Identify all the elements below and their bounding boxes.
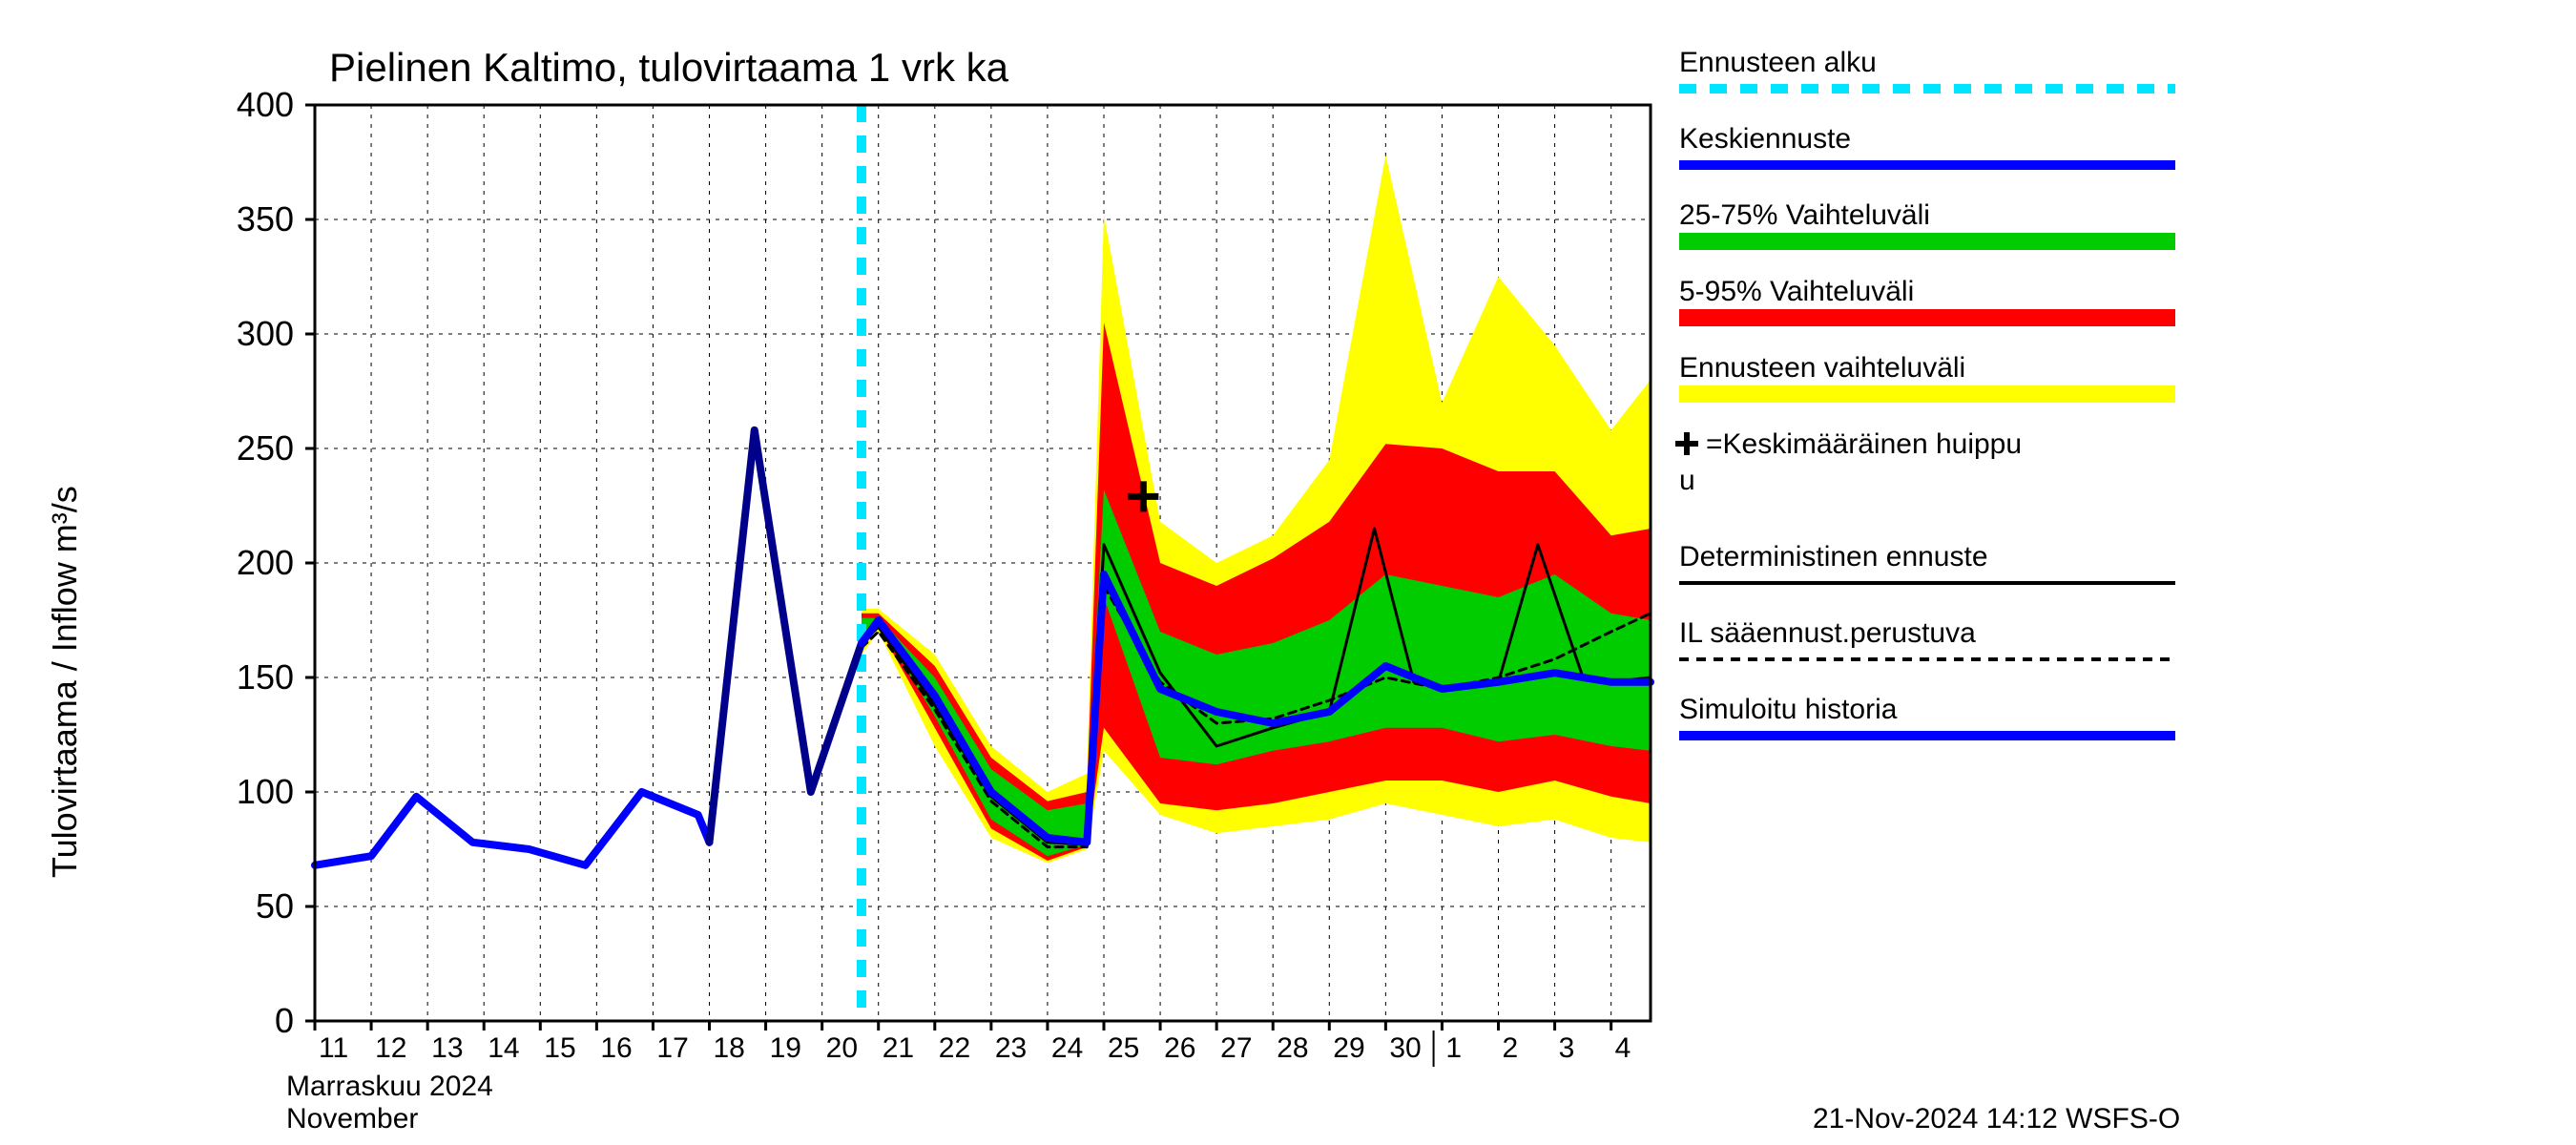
y-axis-label: Tulovirtaama / Inflow m³/s [45,486,84,878]
y-tick-label: 100 [237,772,294,811]
x-tick-label: 30 [1389,1032,1421,1064]
legend-swatch [1679,385,2175,403]
y-tick-label: 200 [237,543,294,582]
footer-timestamp: 21-Nov-2024 14:12 WSFS-O [1813,1103,2180,1135]
x-tick-label: 24 [1051,1032,1083,1064]
legend-label: Ennusteen alku [1679,47,1877,78]
x-tick-label: 21 [883,1032,914,1064]
y-tick-label: 400 [237,85,294,124]
y-tick-label: 50 [256,886,294,926]
chart-svg: Pielinen Kaltimo, tulovirtaama 1 vrk ka … [0,0,2576,1145]
x-tick-label: 14 [488,1032,519,1064]
y-tick-label: 150 [237,657,294,697]
x-tick-label: 27 [1220,1032,1252,1064]
legend-swatch [1679,233,2175,250]
x-tick-label: 18 [714,1032,745,1064]
x-tick-label: 13 [431,1032,463,1064]
month-label-en: November [286,1103,418,1135]
x-tick-label: 17 [656,1032,688,1064]
y-tick-label: 250 [237,428,294,468]
x-tick-label: 25 [1108,1032,1139,1064]
x-tick-label: 1 [1445,1032,1462,1064]
legend-label: 5-95% Vaihteluväli [1679,276,1914,307]
x-tick-label: 20 [826,1032,858,1064]
legend-label: Ennusteen vaihteluväli [1679,352,1965,384]
x-tick-label: 22 [939,1032,970,1064]
x-tick-label: 26 [1164,1032,1195,1064]
legend-label: =Keskimääräinen huippu [1706,428,2022,460]
x-tick-label: 16 [600,1032,632,1064]
legend-label: Keskiennuste [1679,123,1851,155]
x-tick-label: 28 [1277,1032,1308,1064]
legend-label-cont: u [1679,465,1695,496]
y-tick-label: 350 [237,199,294,239]
y-tick-label: 300 [237,314,294,353]
x-tick-label: 11 [319,1032,348,1064]
chart-title: Pielinen Kaltimo, tulovirtaama 1 vrk ka [329,45,1009,90]
month-label-fi: Marraskuu 2024 [286,1071,493,1102]
legend-label: IL sääennust.perustuva [1679,617,1976,649]
x-tick-label: 15 [544,1032,575,1064]
x-tick-label: 23 [995,1032,1027,1064]
legend-swatch [1679,309,2175,326]
x-tick-label: 19 [770,1032,801,1064]
legend-label: Deterministinen ennuste [1679,541,1988,572]
x-tick-label: 3 [1559,1032,1575,1064]
y-tick-label: 0 [275,1001,294,1040]
x-tick-label: 12 [375,1032,406,1064]
chart-container: Pielinen Kaltimo, tulovirtaama 1 vrk ka … [0,0,2576,1145]
legend-label: Simuloitu historia [1679,694,1898,725]
legend-label: 25-75% Vaihteluväli [1679,199,1930,231]
x-tick-label: 29 [1333,1032,1364,1064]
x-tick-label: 2 [1503,1032,1519,1064]
x-tick-label: 4 [1615,1032,1631,1064]
